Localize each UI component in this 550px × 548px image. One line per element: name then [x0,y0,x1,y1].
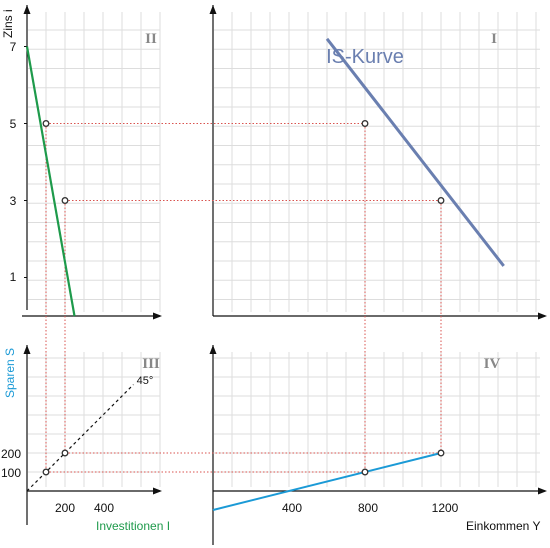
investment-line [25,46,76,317]
point-ii-2 [61,197,69,204]
grid [28,12,540,487]
sparen-tick-100: 100 [1,466,21,480]
point-iv-1 [361,468,369,476]
einkommen-tick-1200: 1200 [432,501,459,515]
axis-arrow [23,5,31,14]
savings-line [212,452,442,511]
point-iii-1 [42,468,50,476]
guide-lines [45,123,442,473]
series-lines [25,37,505,511]
is-curve-line [325,37,505,267]
point-i-2 [437,197,445,204]
investitionen-axis-label: Investitionen I [96,519,170,533]
axis-arrow [209,345,217,354]
diagonal-label: 45° [137,375,154,387]
axis-arrow [538,312,547,320]
einkommen-tick-800: 800 [358,501,378,515]
point-i-1 [361,120,369,127]
einkommen-axis-label: Einkommen Y [466,519,540,533]
zins-tick-7: 7 [10,40,17,54]
axis-arrow [209,5,217,14]
quadrant-label-i: I [491,31,497,47]
axis-arrow [538,487,547,495]
sparen-axis-label: Sparen S [3,348,17,398]
axis-arrow [153,312,162,320]
zins-tick-3: 3 [10,194,17,208]
quadrant-label-iii: III [142,356,160,372]
point-iv-2 [437,449,445,457]
axis-arrow [23,345,31,354]
is-curve-label: IS-Kurve [326,46,404,68]
axis-arrow [153,487,162,495]
sparen-tick-200: 200 [1,447,21,461]
einkommen-tick-400: 400 [282,501,302,515]
zins-tick-1: 1 [10,270,17,284]
axes [22,5,547,545]
point-ii-1 [42,120,50,127]
point-iii-2 [61,449,69,457]
zins-tick-5: 5 [10,117,17,131]
investitionen-tick-200: 200 [55,501,75,515]
quadrant-label-ii: II [145,31,157,47]
data-points [42,120,445,476]
investitionen-tick-400: 400 [94,501,114,515]
zins-axis-label: Zins i [1,9,15,38]
quadrant-label-iv: IV [484,356,501,372]
diagonal-45-line [26,384,134,492]
